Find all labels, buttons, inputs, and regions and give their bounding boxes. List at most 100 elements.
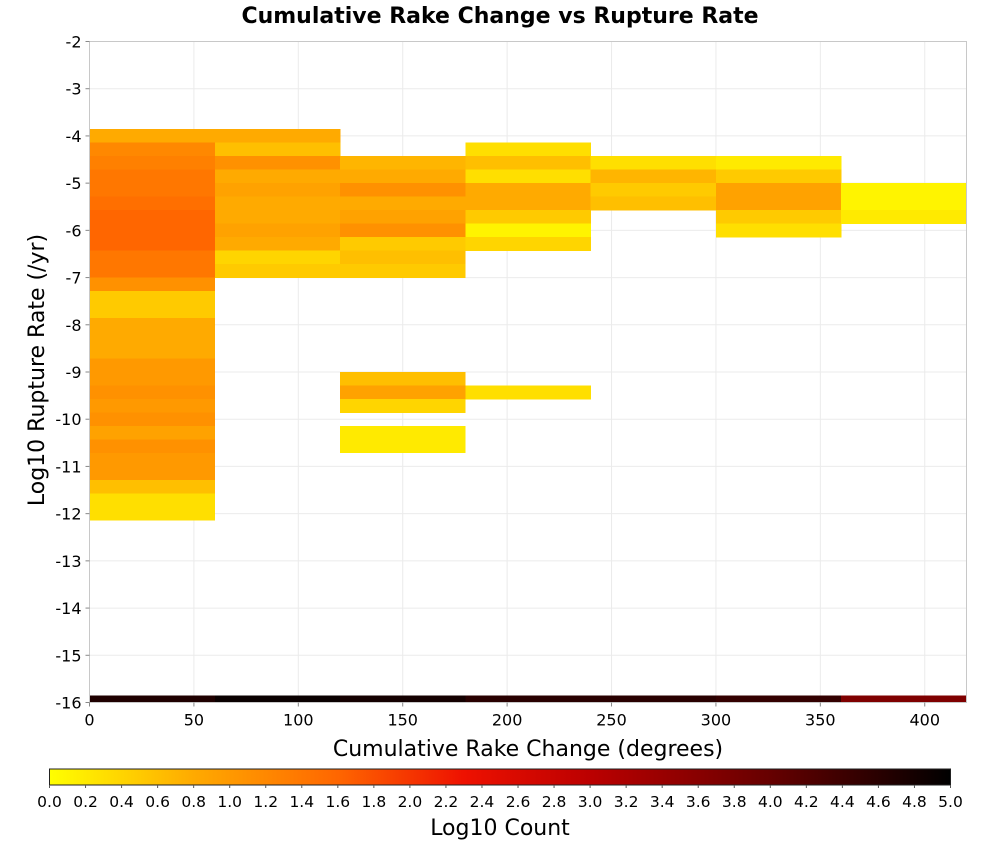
heatmap-cell (89, 264, 216, 278)
y-tick-label: -2 (66, 33, 82, 52)
x-tick-label: 350 (805, 711, 836, 730)
heatmap-cell (89, 291, 216, 305)
colorbar (49, 768, 951, 786)
heatmap-cell (340, 425, 466, 440)
heatmap-cells (89, 129, 967, 703)
colorbar-tick-label: 0.0 (37, 793, 62, 811)
heatmap-cell (214, 183, 341, 197)
heatmap-cell (340, 223, 466, 238)
x-tick-label: 250 (596, 711, 627, 730)
heatmap-cell (465, 385, 591, 400)
heatmap-cell (89, 425, 216, 440)
heatmap-cell (214, 129, 341, 143)
colorbar-gradient (49, 768, 951, 786)
heatmap-cell (89, 223, 216, 238)
heatmap-cell (340, 237, 466, 251)
heatmap-cell (590, 156, 717, 170)
y-tick-label: -6 (66, 221, 82, 240)
colorbar-tick-label: 2.6 (506, 793, 531, 811)
heatmap-cell (340, 250, 466, 265)
x-axis-ticks: 0 50 100 150 200 250 300 350 400 (84, 702, 940, 730)
colorbar-tick-label: 2.4 (470, 793, 495, 811)
colorbar-tick-label: 3.2 (614, 793, 639, 811)
heatmap-cell (89, 142, 216, 157)
y-tick-label: -8 (66, 316, 82, 335)
heatmap-cell (715, 223, 842, 238)
heatmap-cell (340, 183, 466, 197)
colorbar-tick-label: 4.6 (866, 793, 891, 811)
y-tick-label: -16 (55, 694, 81, 713)
colorbar-tick-label: 4.2 (794, 793, 819, 811)
heatmap-cell (214, 264, 341, 278)
heatmap-cell (590, 169, 717, 184)
heatmap-cell (340, 169, 466, 184)
heatmap-cell (89, 466, 216, 481)
y-tick-label: -5 (66, 174, 82, 193)
heatmap-cell (214, 695, 341, 703)
heatmap-cell (340, 695, 466, 703)
heatmap-cell (465, 695, 591, 703)
heatmap-cell (465, 183, 591, 197)
heatmap-cell (590, 196, 717, 211)
colorbar-tick-label: 1.4 (289, 793, 314, 811)
heatmap-cell (89, 385, 216, 400)
heatmap-cell (465, 156, 591, 170)
heatmap-cell (89, 344, 216, 359)
heatmap-cell (715, 695, 842, 703)
heatmap-cell (465, 169, 591, 184)
x-tick-label: 0 (84, 711, 94, 730)
colorbar-tick-label: 1.2 (253, 793, 278, 811)
heatmap-cell (89, 479, 216, 494)
y-tick-label: -9 (66, 363, 82, 382)
y-tick-label: -11 (55, 457, 81, 476)
y-axis-ticks: -2 -3 -4 -5 -6 -7 -8 -9 -10 -11 -12 -13 -14 -15 -16 (55, 33, 90, 713)
heatmap-cell (214, 250, 341, 265)
x-tick-label: 100 (283, 711, 314, 730)
heatmap-cell (465, 237, 591, 251)
colorbar-ticks: 0.0 0.2 0.4 0.6 0.8 1.0 1.2 1.4 1.6 1.8 2.0 2.2 2.4 2… (37, 785, 963, 811)
colorbar-tick-label: 3.6 (686, 793, 711, 811)
colorbar-tick-label: 5.0 (938, 793, 963, 811)
heatmap-cell (89, 210, 216, 224)
heatmap-cell (214, 196, 341, 211)
y-tick-label: -4 (66, 127, 82, 146)
heatmap-cell (340, 439, 466, 454)
heatmap-cell (340, 398, 466, 413)
chart-title: Cumulative Rake Change vs Rupture Rate (241, 4, 758, 29)
y-tick-label: -7 (66, 269, 82, 288)
y-tick-label: -12 (55, 505, 81, 524)
x-tick-label: 400 (909, 711, 940, 730)
heatmap-cell (89, 183, 216, 197)
colorbar-tick-label: 0.6 (145, 793, 170, 811)
colorbar-tick-label: 4.4 (830, 793, 855, 811)
heatmap-cell (89, 358, 216, 373)
x-tick-label: 150 (387, 711, 418, 730)
colorbar-tick-label: 3.4 (650, 793, 675, 811)
heatmap-cell (590, 183, 717, 197)
heatmap-cell (340, 264, 466, 278)
colorbar-tick-label: 0.2 (73, 793, 98, 811)
heatmap-cell (89, 452, 216, 467)
y-tick-label: -14 (55, 599, 81, 618)
heatmap-cell (340, 196, 466, 211)
heatmap-cell (89, 277, 216, 292)
colorbar-tick-label: 2.8 (542, 793, 567, 811)
heatmap-cell (214, 237, 341, 251)
heatmap-cell (340, 385, 466, 400)
colorbar-tick-label: 2.0 (398, 793, 423, 811)
y-axis-label: Log10 Rupture Rate (/yr) (25, 234, 50, 506)
x-axis-label: Cumulative Rake Change (degrees) (333, 737, 723, 762)
heatmap-cell (89, 196, 216, 211)
heatmap-cell (89, 695, 216, 703)
heatmap-cell (89, 372, 216, 386)
heatmap-cell (715, 183, 842, 197)
heatmap-cell (89, 318, 216, 332)
heatmap-cell (465, 142, 591, 157)
heatmap-cell (841, 210, 967, 224)
heatmap-cell (340, 372, 466, 386)
heatmap-cell (340, 210, 466, 224)
heatmap-cell (715, 156, 842, 170)
heatmap-cell (89, 398, 216, 413)
x-tick-label: 200 (492, 711, 523, 730)
